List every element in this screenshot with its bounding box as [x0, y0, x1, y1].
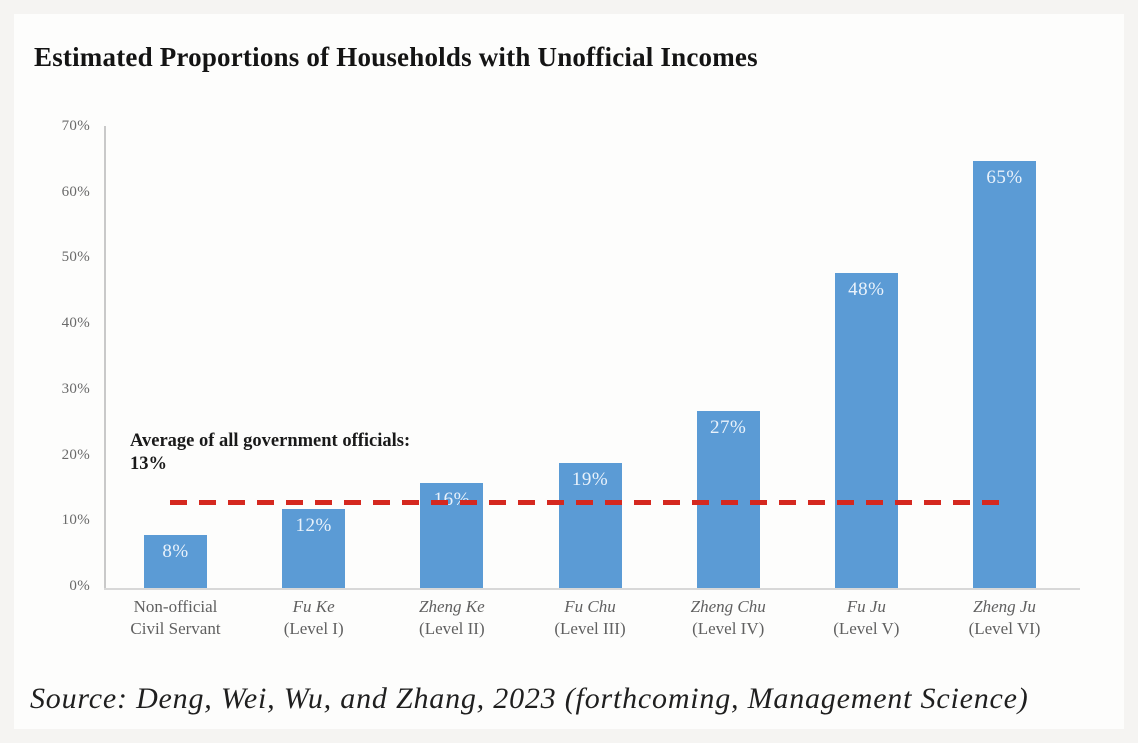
y-axis-tick-label: 30% — [61, 380, 90, 397]
bar-value-label: 65% — [986, 166, 1023, 188]
bar-value-label: 48% — [848, 278, 885, 300]
x-axis-line — [104, 588, 1080, 590]
average-reference-line — [170, 500, 1010, 506]
category-name: Fu Chu — [564, 597, 616, 616]
category-level: (Level IV) — [692, 619, 765, 638]
y-axis-tick-label: 40% — [61, 315, 90, 332]
annotation-line2: 13% — [130, 454, 167, 474]
category-level: (Level II) — [419, 619, 485, 638]
category-name: Fu Ke — [292, 597, 335, 616]
y-axis-tick-label: 50% — [61, 249, 90, 266]
category-name: Non-official — [133, 597, 218, 616]
bar-1: 8% — [144, 535, 207, 588]
bar-value-label: 27% — [710, 416, 747, 438]
x-axis-category-label: Zheng Chu (Level IV) — [648, 596, 808, 640]
annotation-line1: Average of all government officials: — [130, 431, 411, 451]
y-axis-tick-label: 60% — [61, 183, 90, 200]
chart-card — [14, 14, 1124, 729]
bar-5: 27% — [696, 410, 760, 588]
bar-6: 48% — [834, 272, 898, 588]
x-axis-category-label: Fu Chu (Level III) — [510, 596, 670, 640]
x-axis-category-label: Fu Ke (Level I) — [234, 596, 394, 640]
y-axis-tick-label: 0% — [69, 578, 90, 594]
x-axis-category-label: Zheng Ju (Level VI) — [925, 596, 1085, 640]
x-axis-category-label: Non-official Civil Servant — [96, 596, 256, 640]
bar-4: 19% — [558, 463, 622, 588]
category-name: Zheng Ke — [419, 597, 485, 616]
bar-value-label: 19% — [571, 469, 609, 491]
reference-line-annotation: Average of all government officials: 13% — [130, 430, 410, 476]
bar-7: 65% — [973, 160, 1037, 588]
category-level: (Level I) — [283, 619, 344, 638]
plot-area: Average of all government officials: 13%… — [62, 118, 1094, 638]
category-level: (Level V) — [833, 619, 900, 638]
category-level: (Level VI) — [968, 619, 1041, 638]
category-name: Fu Ju — [846, 597, 886, 616]
category-level: Civil Servant — [130, 619, 221, 638]
y-axis-tick-label: 20% — [61, 446, 90, 463]
y-axis-tick-label: 10% — [61, 512, 90, 529]
bar-value-label: 8% — [162, 541, 189, 563]
category-name: Zheng Chu — [690, 597, 766, 616]
chart-title: Estimated Proportions of Households with… — [34, 42, 758, 73]
x-axis-category-label: Zheng Ke (Level II) — [372, 596, 532, 640]
bar-2: 12% — [282, 509, 346, 588]
category-level: (Level III) — [554, 619, 626, 638]
y-axis-tick-label: 70% — [61, 118, 90, 134]
y-axis-line — [104, 126, 106, 590]
source-citation: Source: Deng, Wei, Wu, and Zhang, 2023 (… — [30, 682, 1029, 715]
bar-value-label: 12% — [295, 515, 332, 537]
bar-3: 16% — [420, 482, 484, 588]
x-axis-category-label: Fu Ju (Level V) — [786, 596, 946, 640]
category-name: Zheng Ju — [973, 597, 1036, 616]
